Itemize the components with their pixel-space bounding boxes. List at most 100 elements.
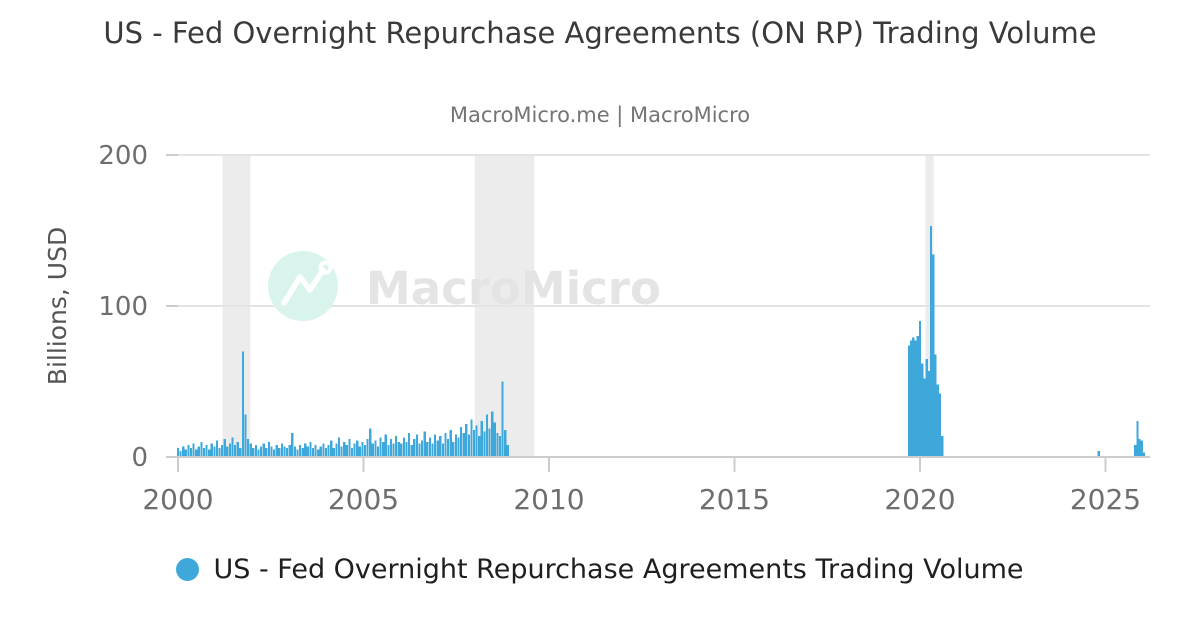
series-bar (327, 444, 330, 457)
series-bar (914, 340, 917, 457)
series-bar (916, 336, 919, 457)
series-bar (1138, 438, 1141, 457)
series-bar (491, 411, 494, 457)
chart-subtitle: MacroMicro.me | MacroMicro (449, 103, 751, 127)
series-bar (462, 432, 465, 457)
series-bar (433, 434, 437, 457)
series-bar (311, 447, 315, 457)
series-bar (200, 441, 203, 457)
series-bar (208, 449, 211, 457)
y-tick-label: 0 (131, 443, 148, 473)
series-bar (467, 434, 470, 457)
series-bar (498, 435, 502, 457)
series-bar (356, 440, 359, 457)
series-bar (923, 378, 926, 457)
series-bar (384, 434, 387, 457)
series-bar (932, 254, 935, 457)
series-bar (918, 321, 922, 457)
watermark-flag-icon (318, 260, 333, 275)
series-bar (374, 440, 377, 457)
series-bars-layer (176, 225, 1146, 457)
series-bar (228, 443, 232, 457)
series-bar (221, 444, 224, 457)
series-bar (291, 432, 294, 457)
axes-layer: 0 100 200 2000 2005 2010 2015 2020 2025 (98, 141, 1150, 516)
series-bar (314, 444, 317, 457)
series-bar (379, 437, 382, 457)
series-bar (454, 434, 457, 457)
series-bar (938, 393, 942, 457)
x-tick-label: 2010 (513, 483, 584, 516)
y-axis-title: Billions, USD (43, 227, 72, 385)
series-bar (301, 447, 304, 457)
series-bar (423, 431, 426, 457)
series-bar (452, 441, 455, 457)
y-tick-label: 100 (98, 292, 148, 322)
series-bar (265, 447, 268, 457)
x-tick-label: 2015 (699, 483, 770, 516)
series-bar (363, 444, 367, 457)
series-bar (428, 437, 432, 457)
series-bar (446, 438, 450, 457)
series-bar (475, 425, 478, 457)
series-bar (241, 351, 245, 457)
series-bar (408, 432, 411, 457)
series-bar (239, 447, 242, 457)
series-bar (223, 438, 226, 457)
series-bar (493, 422, 496, 457)
series-bar (415, 434, 419, 457)
series-bar (322, 443, 325, 457)
series-bar (350, 447, 354, 457)
legend-marker (176, 557, 200, 581)
chart-title: US - Fed Overnight Repurchase Agreements… (103, 16, 1097, 50)
series-bar (907, 345, 910, 457)
series-bar (257, 449, 260, 457)
series-bar (397, 441, 400, 457)
series-bar (306, 446, 309, 457)
series-bar (304, 443, 307, 457)
series-bar (921, 363, 924, 457)
watermark-text: MacroMicro (366, 262, 661, 315)
series-bar (376, 446, 380, 457)
series-bar (296, 449, 299, 457)
series-bar (324, 447, 328, 457)
series-bar (941, 435, 944, 457)
series-bar (213, 446, 216, 457)
series-bar (226, 446, 229, 457)
series-bar (280, 443, 283, 457)
series-bar (488, 428, 491, 457)
series-bar (470, 419, 473, 457)
x-tick-label: 2020 (884, 483, 955, 516)
series-bar (236, 441, 239, 457)
series-bar (335, 443, 338, 457)
series-bar (909, 340, 913, 457)
series-bar (205, 444, 208, 457)
series-bar (176, 447, 180, 457)
series-bar (478, 435, 481, 457)
series-bar (330, 440, 333, 457)
series-bar (361, 441, 364, 457)
series-bar (413, 438, 416, 457)
series-bar (402, 437, 406, 457)
series-bar (179, 450, 182, 457)
series-bar (1097, 450, 1100, 457)
series-bar (387, 444, 390, 457)
series-bar (353, 443, 356, 457)
series-bar (210, 443, 213, 457)
watermark-mountain-icon (281, 267, 326, 306)
series-bar (197, 446, 200, 457)
series-bar (218, 447, 221, 457)
series-bar (449, 429, 452, 457)
watermark: MacroMicro (268, 251, 661, 321)
series-bar (927, 370, 930, 457)
series-bar (272, 449, 276, 457)
series-bar (459, 426, 463, 457)
series-bar (930, 225, 933, 457)
x-tick-label: 2005 (328, 483, 399, 516)
series-bar (392, 443, 395, 457)
series-bar (934, 354, 937, 457)
series-bar (395, 435, 398, 457)
series-bar (332, 447, 335, 457)
series-bar (244, 414, 247, 457)
